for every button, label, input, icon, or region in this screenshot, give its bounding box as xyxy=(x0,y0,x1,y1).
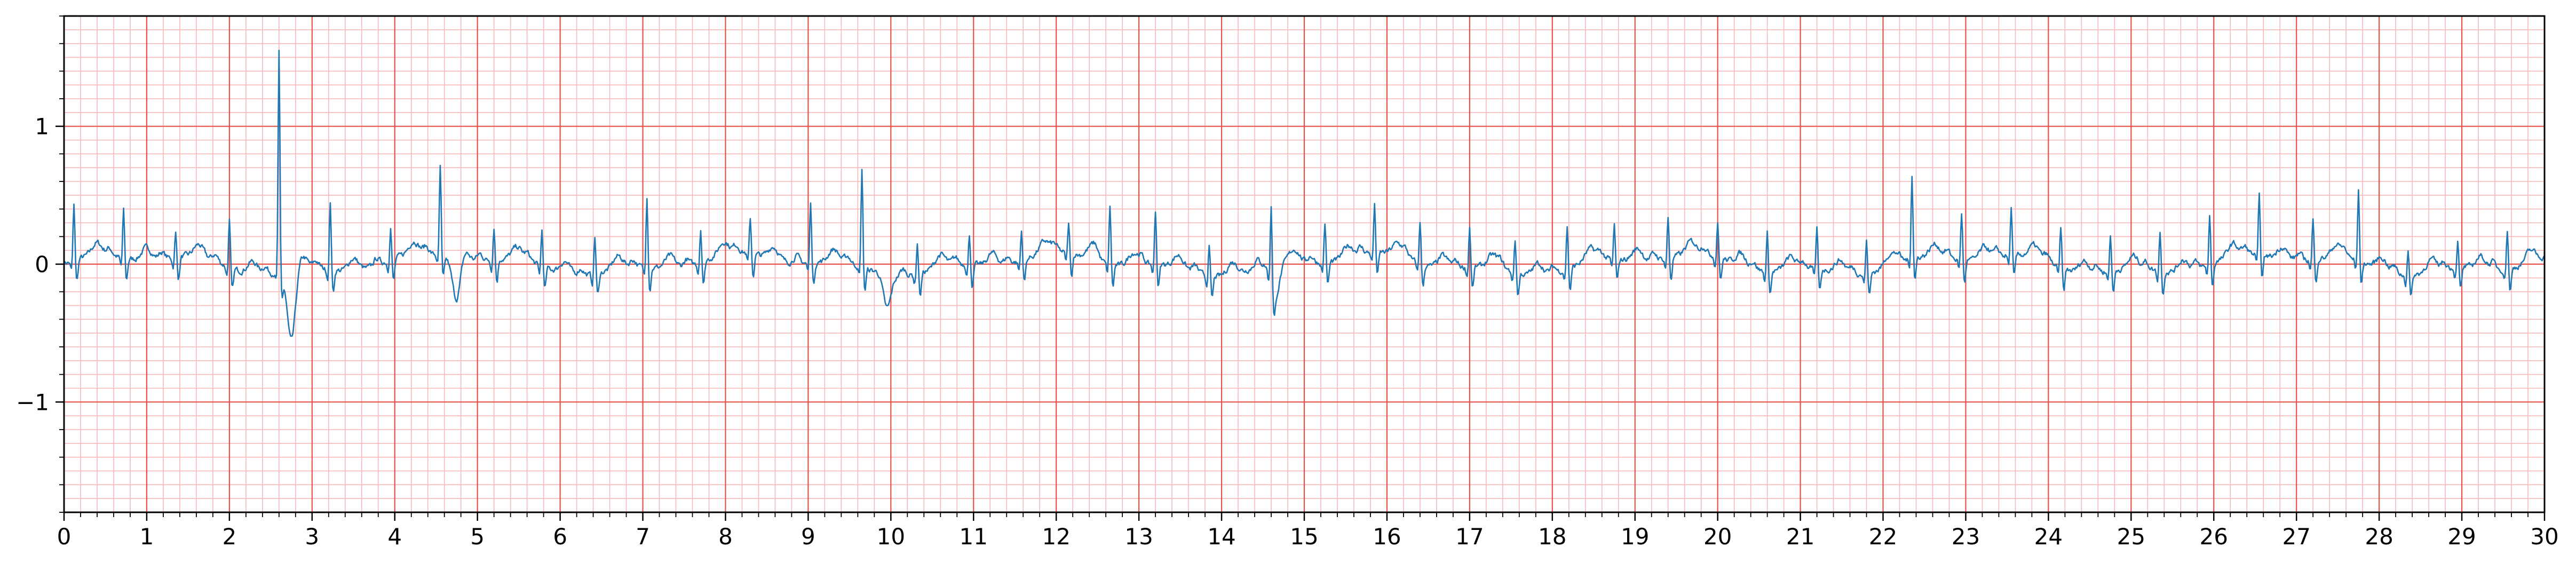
x-tick-label: 28 xyxy=(2365,524,2393,550)
x-tick-label: 11 xyxy=(960,524,988,550)
signal-layer xyxy=(63,50,2545,337)
x-tick-label: 1 xyxy=(140,524,154,550)
x-tick-label: 25 xyxy=(2117,524,2145,550)
x-tick-label: 15 xyxy=(1290,524,1318,550)
x-axis: 0 1 2 3 4 5 6 7 8 9 10 11 12 13 14 15 16 17 18 19 20 21 22 23 24… xyxy=(57,512,2559,550)
x-tick-label: 18 xyxy=(1538,524,1566,550)
x-tick-label: 21 xyxy=(1786,524,1814,550)
x-tick-label: 5 xyxy=(470,524,485,550)
x-tick-label: 0 xyxy=(57,524,72,550)
x-tick-label: 16 xyxy=(1373,524,1401,550)
y-tick-label: −1 xyxy=(16,389,49,415)
x-tick-label: 19 xyxy=(1621,524,1649,550)
y-tick-label: 1 xyxy=(35,114,49,140)
x-tick-label: 17 xyxy=(1455,524,1484,550)
x-tick-label: 10 xyxy=(877,524,905,550)
x-tick-label: 7 xyxy=(636,524,650,550)
x-tick-label: 26 xyxy=(2200,524,2228,550)
x-tick-label: 14 xyxy=(1207,524,1235,550)
y-tick-label: 0 xyxy=(35,251,49,277)
x-tick-label: 4 xyxy=(387,524,402,550)
x-tick-label: 6 xyxy=(553,524,567,550)
x-tick-label: 12 xyxy=(1042,524,1070,550)
x-tick-label: 24 xyxy=(2034,524,2063,550)
x-tick-label: 2 xyxy=(222,524,236,550)
x-tick-label: 3 xyxy=(305,524,319,550)
x-tick-label: 29 xyxy=(2447,524,2476,550)
x-tick-label: 9 xyxy=(801,524,815,550)
x-tick-label: 22 xyxy=(1869,524,1897,550)
x-tick-label: 27 xyxy=(2282,524,2310,550)
x-tick-label: 23 xyxy=(1952,524,1980,550)
x-tick-label: 20 xyxy=(1703,524,1732,550)
ecg-signal-line xyxy=(63,50,2545,337)
x-tick-label: 8 xyxy=(718,524,733,550)
x-tick-label: 30 xyxy=(2530,524,2558,550)
y-axis: −1 0 1 xyxy=(16,15,64,513)
x-tick-label: 13 xyxy=(1124,524,1153,550)
